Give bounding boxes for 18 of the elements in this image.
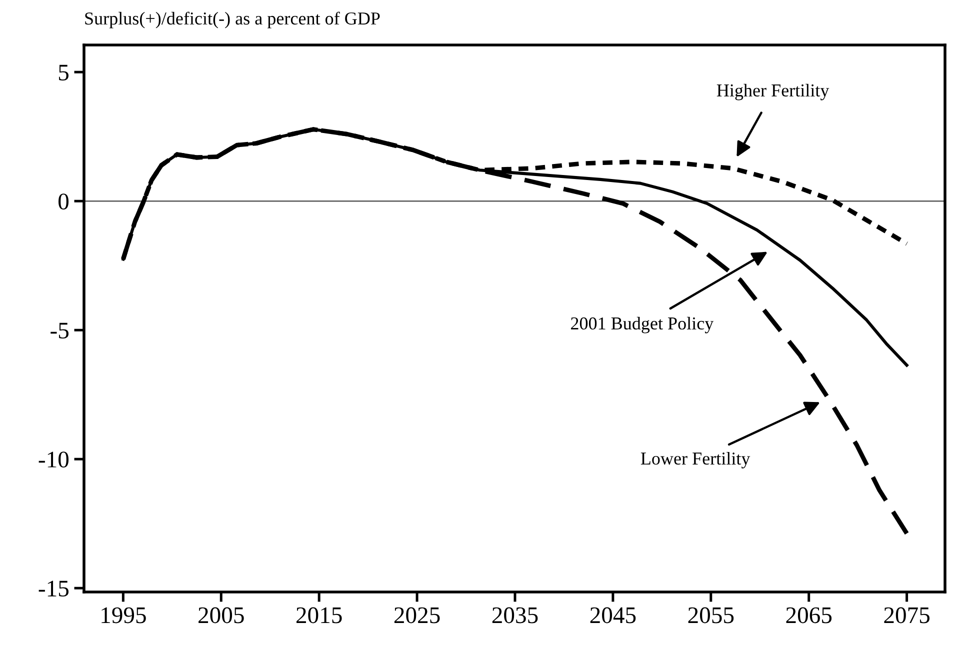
x-tick-label: 2005 <box>198 607 244 624</box>
y-tick-label: -15 <box>38 580 68 597</box>
x-tick-label: 2025 <box>394 607 440 624</box>
x-tick-label: 2055 <box>688 607 734 624</box>
x-tick-label: 1995 <box>102 607 146 624</box>
y-tick-label: -5 <box>50 322 68 339</box>
y-tick-label: 5 <box>58 64 68 81</box>
annotation: Lower Fertility <box>640 452 750 468</box>
x-tick-label: 2035 <box>492 607 538 624</box>
x-tick-label: 2015 <box>296 607 342 624</box>
x-tick-label: 2065 <box>786 607 832 624</box>
x-tick-label: 2045 <box>590 607 636 624</box>
y-tick-label: 0 <box>58 194 69 210</box>
annotation: Higher Fertility <box>716 84 830 100</box>
x-tick-label: 2075 <box>884 607 930 624</box>
y-axis-title: Surplus(+)/deficit(-) as a percent of GDP <box>85 12 380 28</box>
y-tick-label: -10 <box>38 452 69 468</box>
annotation: 2001 Budget Policy <box>571 316 714 334</box>
